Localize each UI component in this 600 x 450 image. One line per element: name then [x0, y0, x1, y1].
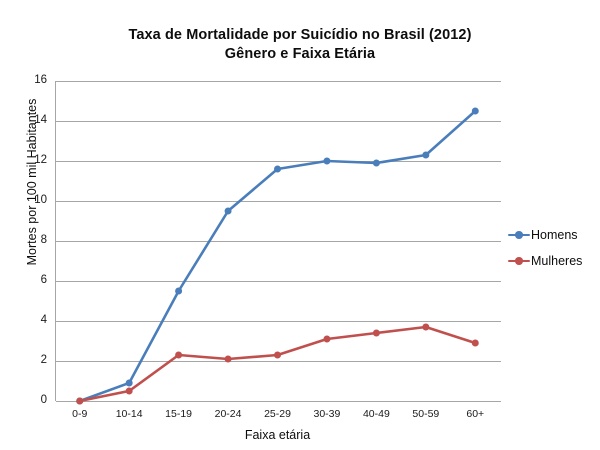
gridline	[56, 201, 501, 202]
legend-marker-icon	[508, 255, 530, 267]
legend-entry-homens[interactable]: Homens	[508, 222, 600, 248]
gridline	[56, 241, 501, 242]
gridline	[56, 161, 501, 162]
legend-label: Homens	[531, 228, 578, 242]
y-tick-label: 0	[40, 394, 47, 406]
gridline	[56, 361, 501, 362]
plot-area	[55, 81, 501, 402]
x-tick-label: 10-14	[115, 408, 143, 420]
x-tick-label: 15-19	[165, 408, 193, 420]
x-tick-label: 25-29	[264, 408, 291, 420]
gridline	[56, 281, 501, 282]
legend-entry-mulheres[interactable]: Mulheres	[508, 248, 600, 274]
y-tick-label: 4	[40, 314, 47, 326]
chart-title-line-1: Taxa de Mortalidade por Suicídio no Bras…	[128, 27, 472, 43]
x-tick-label: 30-39	[313, 408, 341, 420]
x-tick-label: 40-49	[362, 408, 390, 420]
x-tick-label: 20-24	[214, 408, 242, 420]
x-axis-title: Faixa etária	[244, 428, 311, 442]
y-tick-label: 12	[34, 154, 47, 166]
x-tick-label: 60+	[466, 408, 485, 420]
gridline	[56, 121, 501, 122]
y-tick-label: 10	[34, 194, 47, 206]
y-tick-label: 16	[34, 74, 47, 86]
chart-legend: Homens Mulheres	[508, 222, 600, 274]
gridline	[56, 401, 501, 402]
legend-marker-icon	[508, 229, 530, 241]
y-tick-label: 6	[40, 274, 47, 286]
y-tick-label: 2	[40, 354, 47, 366]
chart-title-line-2: Gênero e Faixa Etária	[224, 46, 376, 62]
legend-label: Mulheres	[531, 254, 583, 268]
gridline	[56, 321, 501, 322]
x-tick-label: 50-59	[412, 408, 440, 420]
y-tick-label: 14	[34, 114, 47, 126]
x-tick-label: 0-9	[72, 408, 88, 420]
chart-title: Taxa de Mortalidade por Suicídio no Bras…	[0, 26, 600, 64]
y-tick-label: 8	[40, 234, 47, 246]
gridline	[56, 81, 501, 82]
